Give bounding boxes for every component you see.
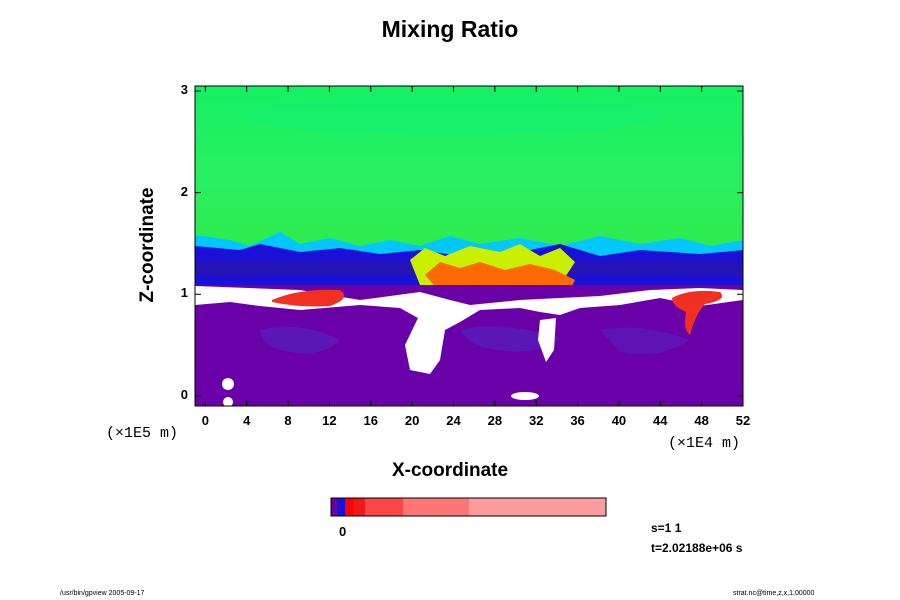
x-tick-label: 40 — [611, 413, 627, 428]
step-annotation: s=1 1 — [651, 521, 682, 535]
colorbar-segment — [331, 498, 337, 516]
x-tick-marks — [204, 86, 744, 406]
y-tick-marks — [195, 90, 743, 397]
colorbar-segment — [365, 498, 403, 516]
footer-right: strat.nc@time,z,x,1,00000 — [733, 590, 815, 597]
x-tick-label: 48 — [694, 413, 709, 428]
y-tick-label: 3 — [180, 82, 188, 98]
plot-frame — [194, 85, 744, 407]
y-tick-label: 2 — [180, 183, 188, 199]
colorbar-segment — [403, 498, 469, 516]
x-tick-label: 0 — [201, 413, 209, 428]
y-tick-label: 1 — [180, 285, 188, 301]
x-tick-label: 52 — [735, 413, 751, 428]
x-tick-label: 24 — [446, 413, 461, 428]
colorbar-segment — [353, 498, 365, 516]
x-tick-label: 28 — [487, 413, 503, 428]
white-hole-b — [223, 397, 233, 406]
colorbar — [331, 498, 606, 516]
colorbar-segment — [345, 498, 353, 516]
footer-left: /usr/bin/gpview 2005-09-17 — [60, 590, 145, 597]
colorbar-frame — [330, 497, 607, 517]
field-layer — [195, 86, 743, 406]
x-tick-label: 32 — [528, 413, 544, 428]
colorbar-segment — [337, 498, 345, 516]
x-tick-label: 4 — [243, 413, 251, 428]
red-lens-right — [672, 290, 723, 335]
time-annotation: t=2.02188e+06 s — [651, 541, 743, 555]
x-tick-label: 16 — [363, 413, 378, 428]
white-channel — [538, 318, 556, 362]
white-hole-a — [222, 378, 234, 390]
colorbar-tick-label: 0 — [339, 524, 347, 539]
y-scale-label: (×1E5 m) — [106, 425, 179, 442]
x-scale-label: (×1E4 m) — [668, 435, 741, 452]
x-axis-label: X-coordinate — [391, 460, 509, 481]
x-tick-label: 36 — [570, 413, 585, 428]
colorbar-segment — [469, 498, 606, 516]
x-tick-label: 20 — [404, 413, 420, 428]
red-lens-left — [272, 289, 345, 307]
x-tick-label: 8 — [284, 413, 292, 428]
purple-swirl-a — [260, 326, 340, 354]
y-axis-label: Z-coordinate — [137, 187, 158, 303]
x-tick-label: 44 — [653, 413, 668, 428]
upper-field-highlight — [240, 95, 660, 135]
chart-title: Mixing Ratio — [381, 16, 519, 42]
y-tick-label: 0 — [180, 386, 188, 402]
purple-swirl-c — [600, 327, 690, 355]
white-hole-c — [511, 392, 539, 400]
purple-swirl-b — [460, 326, 560, 352]
x-tick-label: 12 — [322, 413, 337, 428]
